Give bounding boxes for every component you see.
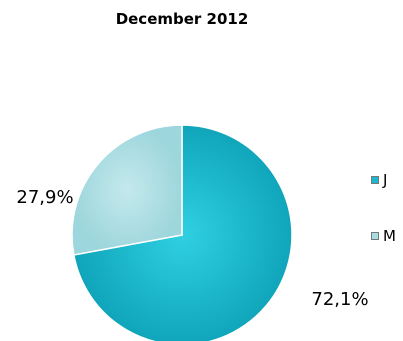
legend-swatch-j — [371, 176, 379, 184]
legend-label-m: M — [383, 227, 396, 245]
legend-label-j: J — [383, 171, 388, 189]
chart-title: December 2012 — [115, 10, 249, 28]
pie-slice-m — [71, 124, 183, 256]
legend-item-m: M — [371, 227, 396, 245]
pie-slice-j — [72, 124, 293, 341]
legend-swatch-m — [371, 232, 379, 240]
legend-item-j: J — [371, 171, 387, 189]
data-label-j: 72,1% — [311, 289, 368, 310]
data-label-m: 27,9% — [16, 187, 73, 208]
